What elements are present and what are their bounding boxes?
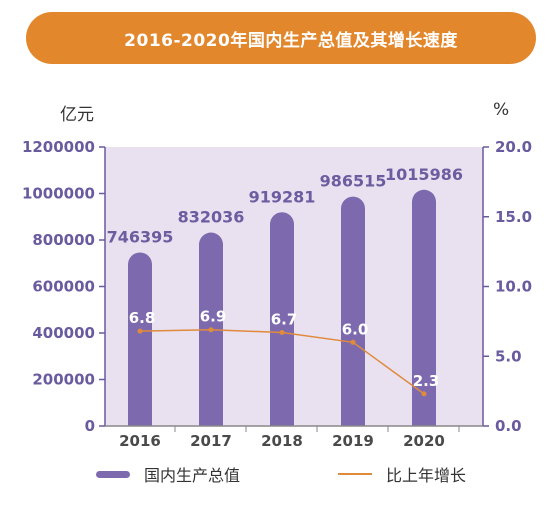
growth-point-label: 2.3 <box>413 372 440 390</box>
chart-title: 2016-2020年国内生产总值及其增长速度 <box>124 30 458 51</box>
right-tick-label: 5.0 <box>495 347 522 365</box>
legend: 国内生产总值 比上年增长 <box>0 462 558 488</box>
legend-label-growth: 比上年增长 <box>386 466 467 485</box>
legend-line-swatch <box>338 473 372 475</box>
right-tick-label: 10.0 <box>495 278 532 296</box>
growth-point <box>421 391 427 397</box>
gdp-bar-base <box>270 224 294 426</box>
gdp-bar-base <box>341 208 365 426</box>
growth-point-label: 6.7 <box>271 311 298 329</box>
bar-value-label: 986515 <box>320 172 387 191</box>
left-tick-label: 400000 <box>32 324 95 342</box>
bar-value-label: 919281 <box>249 187 316 206</box>
right-tick-label: 20.0 <box>495 138 532 156</box>
gdp-bar-base <box>128 264 152 426</box>
left-tick-label: 200000 <box>32 371 95 389</box>
left-axis-unit: 亿元 <box>60 105 94 125</box>
left-tick-label: 1200000 <box>22 138 95 156</box>
legend-item-gdp: 国内生产总值 <box>96 462 240 486</box>
legend-item-growth: 比上年增长 <box>338 462 466 486</box>
growth-point-label: 6.0 <box>342 320 369 338</box>
growth-point <box>279 330 285 336</box>
right-tick-label: 0.0 <box>495 417 522 435</box>
left-tick-label: 800000 <box>32 231 95 249</box>
left-tick-label: 1000000 <box>22 185 95 203</box>
title-banner <box>26 12 536 64</box>
right-tick-label: 15.0 <box>495 208 532 226</box>
right-axis-unit: % <box>493 100 510 120</box>
bar-value-label: 746395 <box>107 227 174 246</box>
growth-point <box>137 328 143 334</box>
legend-label-gdp: 国内生产总值 <box>144 466 241 485</box>
growth-point-label: 6.9 <box>200 308 227 326</box>
x-tick-label: 2018 <box>261 432 303 450</box>
x-tick-label: 2016 <box>119 432 161 450</box>
growth-point <box>208 327 214 333</box>
growth-point-label: 6.8 <box>129 309 156 327</box>
left-tick-label: 0 <box>85 417 95 435</box>
legend-bar-swatch <box>96 470 130 478</box>
x-tick-label: 2017 <box>190 432 232 450</box>
x-tick-label: 2020 <box>403 432 445 450</box>
gdp-bar-base <box>199 244 223 426</box>
bar-value-label: 832036 <box>178 208 245 227</box>
bar-value-label: 1015986 <box>385 165 463 184</box>
left-tick-label: 600000 <box>32 278 95 296</box>
title-banner-bg <box>26 12 536 64</box>
growth-point <box>350 339 356 345</box>
x-tick-label: 2019 <box>332 432 374 450</box>
